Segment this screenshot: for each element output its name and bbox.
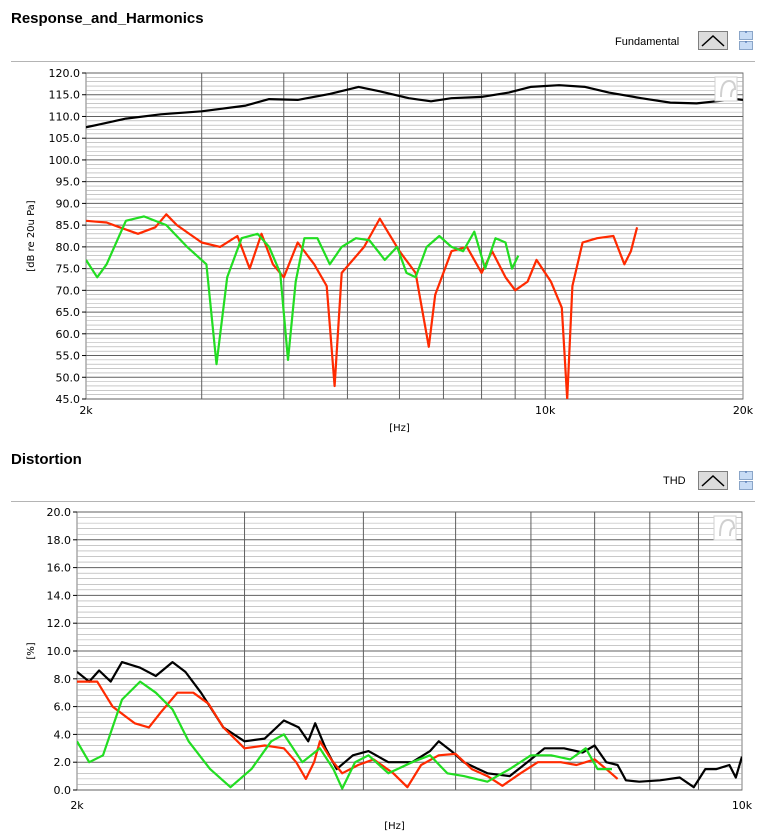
y-tick-label: 80.0 (56, 241, 81, 254)
response-legend-label: Fundamental (615, 36, 680, 48)
y-tick-label: 2.0 (54, 756, 72, 769)
y-tick-label: 70.0 (56, 284, 81, 297)
chevron-down-icon[interactable]: ˅ (739, 41, 753, 50)
chevron-down-icon[interactable]: ˅ (739, 481, 753, 490)
series-line-0 (77, 661, 742, 789)
x-tick-label: 20k (733, 404, 754, 417)
y-tick-label: 14.0 (47, 589, 72, 602)
x-tick-label: 10k (535, 404, 556, 417)
plot-style-icon (701, 474, 725, 487)
response-chart: 45.0 50.0 55.0 60.0 65.0 70.0 75.0 80.0 85.0 90.0… (26, 67, 754, 434)
plot-style-icon (701, 34, 725, 47)
y-tick-label: 115.0 (49, 89, 81, 102)
y-tick-label: 55.0 (56, 350, 81, 363)
y-axis-label: [dB re 20u Pa] (26, 200, 37, 271)
chevron-up-icon[interactable]: ˄ (739, 471, 753, 480)
y-tick-label: 16.0 (47, 562, 72, 575)
y-tick-label: 0.0 (54, 784, 72, 797)
response-legend-plot-icon[interactable] (698, 31, 728, 50)
y-tick-label: 90.0 (56, 197, 81, 210)
y-axis-label: [%] (26, 642, 37, 659)
distortion-legend-scroll[interactable]: ˄ ˅ (739, 471, 753, 490)
y-tick-label: 65.0 (56, 306, 81, 319)
series-line-2 (86, 215, 520, 366)
y-tick-label: 10.0 (47, 645, 72, 658)
y-tick-label: 85.0 (56, 219, 81, 232)
y-tick-label: 95.0 (56, 176, 81, 189)
series-line-1 (77, 680, 619, 789)
series-line-2 (77, 680, 612, 790)
y-tick-label: 4.0 (54, 728, 72, 741)
y-tick-label: 18.0 (47, 534, 72, 547)
x-axis-label: [Hz] (384, 821, 405, 832)
y-tick-label: 110.0 (49, 110, 81, 123)
y-tick-label: 12.0 (47, 617, 72, 630)
x-tick-label: 10k (732, 799, 753, 812)
series-line-0 (86, 84, 743, 129)
distortion-panel-title: Distortion (11, 451, 82, 468)
distortion-panel-divider (11, 501, 755, 502)
y-tick-label: 45.0 (56, 393, 81, 406)
x-tick-label: 2k (79, 404, 93, 417)
distortion-legend-plot-icon[interactable] (698, 471, 728, 490)
chevron-up-icon[interactable]: ˄ (739, 31, 753, 40)
y-tick-label: 100.0 (49, 154, 81, 167)
response-panel-divider (11, 61, 755, 62)
response-legend-scroll[interactable]: ˄ ˅ (739, 31, 753, 50)
plot-overlay-icon (713, 515, 737, 541)
y-tick-label: 105.0 (49, 132, 81, 145)
distortion-chart: 0.0 2.0 4.0 6.0 8.0 10.0 12.0 14.0 16.0 18.0 20.0 2… (26, 506, 753, 832)
x-tick-label: 2k (70, 799, 84, 812)
plot-overlay-icon (714, 76, 738, 102)
response-panel-title: Response_and_Harmonics (11, 10, 204, 27)
y-tick-label: 8.0 (54, 673, 72, 686)
y-tick-label: 20.0 (47, 506, 72, 519)
plot-area (85, 72, 744, 400)
y-tick-label: 6.0 (54, 701, 72, 714)
y-tick-label: 50.0 (56, 371, 81, 384)
y-tick-label: 60.0 (56, 328, 81, 341)
x-axis-label: [Hz] (389, 423, 410, 434)
y-tick-label: 120.0 (49, 67, 81, 80)
y-tick-label: 75.0 (56, 263, 81, 276)
distortion-legend-label: THD (663, 475, 686, 487)
